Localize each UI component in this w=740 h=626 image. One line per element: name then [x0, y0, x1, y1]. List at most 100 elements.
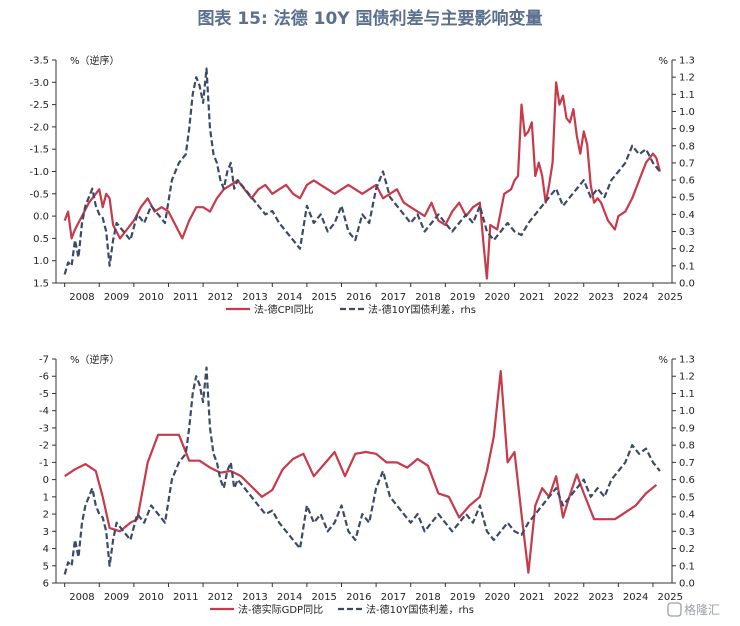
x-tick-label: 2017 — [381, 292, 406, 303]
left-tick-label: 3 — [43, 527, 49, 538]
x-tick-label: 2024 — [623, 592, 648, 603]
left-tick-label: 6 — [43, 579, 49, 590]
x-tick-label: 2013 — [242, 592, 267, 603]
right-tick-label: 0.0 — [679, 279, 695, 290]
watermark-text: 格隆汇 — [684, 602, 720, 617]
left-tick-label: 0 — [43, 475, 49, 486]
x-tick-label: 2014 — [277, 592, 302, 603]
right-tick-label: 1.3 — [679, 355, 695, 366]
left-tick-label: -1 — [39, 458, 49, 469]
x-tick-label: 2023 — [588, 592, 613, 603]
watermark: 格隆汇 — [667, 602, 720, 617]
left-tick-label: -2 — [39, 441, 49, 452]
right-tick-label: 0.6 — [679, 475, 695, 486]
x-tick-label: 2018 — [415, 592, 440, 603]
right-tick-label: 0.9 — [679, 423, 695, 434]
left-tick-label: 0.5 — [33, 234, 49, 245]
watermark-logo-icon — [667, 602, 682, 617]
right-tick-label: 0.8 — [679, 141, 695, 152]
x-tick-label: 2016 — [346, 592, 371, 603]
x-tick-label: 2010 — [138, 292, 163, 303]
right-tick-label: 0.1 — [679, 261, 695, 272]
left-tick-label: -5 — [39, 389, 49, 400]
left-tick-label: -4 — [39, 406, 49, 417]
x-tick-label: 2018 — [415, 292, 440, 303]
x-tick-label: 2012 — [208, 592, 233, 603]
right-tick-label: 0.2 — [679, 244, 695, 255]
left-tick-label: 0.0 — [33, 212, 49, 223]
chart-panel-2: -7 -6 -5 -4 -3 -2 -1 0 1 2 3 4 5 6 0.0 0.1 0.2 0.3 0.4 0.5 0… — [39, 353, 695, 616]
left-tick-label: -2.0 — [29, 122, 49, 133]
x-tick-label: 2022 — [554, 292, 579, 303]
right-tick-label: 0.8 — [679, 441, 695, 452]
x-tick-label: 2020 — [485, 592, 510, 603]
right-tick-label: 1.0 — [679, 107, 695, 118]
x-tick-label: 2019 — [450, 292, 475, 303]
right-tick-label: 0.5 — [679, 193, 695, 204]
left-tick-label: 1.0 — [33, 256, 49, 267]
left-tick-label: 1 — [43, 492, 49, 503]
x-tick-label: 2012 — [208, 292, 233, 303]
left-tick-label: -3.5 — [29, 56, 49, 67]
x-tick-label: 2011 — [173, 292, 198, 303]
x-tick-label: 2025 — [658, 592, 683, 603]
right-tick-label: 0.2 — [679, 544, 695, 555]
left-tick-label: -1.5 — [29, 145, 49, 156]
legend-entry: 法-德CPI同比 — [254, 303, 314, 316]
right-tick-label: 0.6 — [679, 176, 695, 187]
x-tick-label: 2019 — [450, 592, 475, 603]
x-tick-label: 2015 — [311, 292, 336, 303]
x-tick-label: 2008 — [69, 292, 94, 303]
legend-entry: 法-德实际GDP同比 — [238, 603, 323, 616]
x-tick-label: 2015 — [311, 592, 336, 603]
driver-series-line — [64, 370, 658, 574]
right-tick-label: 1.3 — [679, 56, 695, 67]
x-tick-label: 2013 — [242, 292, 267, 303]
right-tick-label: 0.5 — [679, 492, 695, 503]
x-tick-label: 2014 — [277, 292, 302, 303]
right-tick-label: 0.7 — [679, 458, 695, 469]
x-tick-label: 2009 — [104, 592, 129, 603]
x-tick-label: 2024 — [623, 292, 648, 303]
right-tick-label: 1.1 — [679, 389, 695, 400]
left-tick-label: -6 — [39, 372, 49, 383]
right-tick-label: 1.0 — [679, 406, 695, 417]
x-tick-label: 2017 — [381, 592, 406, 603]
x-tick-label: 2020 — [485, 292, 510, 303]
left-tick-label: 2 — [43, 510, 49, 521]
figure-title: 图表 15: 法德 10Y 国债利差与主要影响变量 — [197, 9, 543, 29]
left-tick-label: 1.5 — [33, 279, 49, 290]
spread-series-line — [63, 67, 661, 275]
right-tick-label: 0.7 — [679, 158, 695, 169]
driver-series-line — [63, 81, 661, 280]
x-tick-label: 2025 — [658, 292, 683, 303]
right-tick-label: 0.9 — [679, 124, 695, 135]
x-tick-label: 2021 — [519, 592, 544, 603]
left-axis-label: %（逆序） — [70, 353, 120, 366]
left-tick-label: 5 — [43, 561, 49, 572]
right-tick-label: 0.4 — [679, 510, 695, 521]
left-tick-label: -3 — [39, 423, 49, 434]
right-tick-label: 0.4 — [679, 210, 695, 221]
legend-entry: 法-德10Y国债利差，rhs — [368, 303, 476, 316]
left-tick-label: -7 — [39, 355, 49, 366]
x-tick-label: 2023 — [588, 292, 613, 303]
x-tick-label: 2009 — [104, 292, 129, 303]
x-tick-label: 2016 — [346, 292, 371, 303]
left-axis-label: %（逆序） — [70, 54, 120, 67]
right-tick-label: 1.1 — [679, 90, 695, 101]
right-tick-label: 0.0 — [679, 579, 695, 590]
right-tick-label: 0.3 — [679, 227, 695, 238]
spread-series-line — [63, 366, 661, 575]
left-tick-label: 4 — [43, 544, 49, 555]
left-tick-label: -0.5 — [29, 189, 49, 200]
x-tick-label: 2008 — [69, 592, 94, 603]
x-tick-label: 2021 — [519, 292, 544, 303]
right-axis-label: % — [658, 56, 668, 67]
left-tick-label: -3.0 — [29, 78, 49, 89]
left-tick-label: -1.0 — [29, 167, 49, 178]
chart-panel-1: -3.5 -3.0 -2.5 -2.0 -1.5 -1.0 -0.5 0.0 0.5 1.0 1.5… — [29, 54, 694, 316]
right-axis-label: % — [658, 355, 668, 366]
legend-entry: 法-德10Y国债利差，rhs — [366, 603, 474, 616]
